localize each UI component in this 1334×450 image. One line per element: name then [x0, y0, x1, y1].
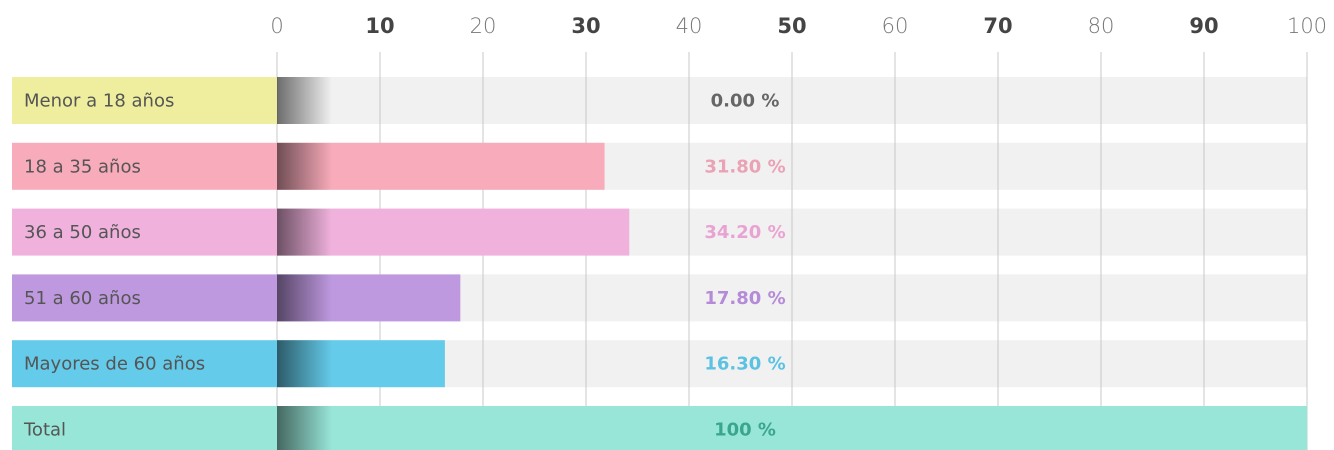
x-tick-label: 10	[365, 14, 394, 38]
x-tick-label: 70	[983, 14, 1012, 38]
category-label: 36 a 50 años	[24, 222, 141, 243]
x-tick-label: 0	[270, 14, 283, 38]
x-tick-label: 50	[777, 14, 806, 38]
category-label: Menor a 18 años	[24, 91, 174, 112]
category-box	[12, 274, 277, 322]
value-label: 0.00 %	[711, 91, 780, 112]
category-box	[12, 142, 277, 190]
shade	[277, 340, 332, 388]
shade	[277, 406, 332, 450]
category-label: Mayores de 60 años	[24, 354, 205, 375]
value-label: 34.20 %	[704, 222, 785, 243]
x-tick-label: 100	[1287, 14, 1327, 38]
shade	[277, 142, 332, 190]
value-label: 16.30 %	[704, 354, 785, 375]
value-label: 17.80 %	[704, 288, 785, 309]
x-tick-label: 90	[1189, 14, 1218, 38]
x-tick-label: 60	[882, 14, 909, 38]
shade	[277, 274, 332, 322]
category-box	[12, 406, 277, 450]
bars	[12, 77, 1307, 450]
x-tick-label: 30	[571, 14, 600, 38]
x-tick-label: 20	[470, 14, 497, 38]
bar	[277, 208, 630, 256]
category-box	[12, 340, 277, 388]
category-label: 18 a 35 años	[24, 156, 141, 177]
shade	[277, 77, 332, 124]
category-label: Total	[23, 420, 66, 441]
value-label: 31.80 %	[704, 156, 785, 177]
labels: 0 10 20 30 40 50 60 70 80 90 100 Menor a 18 años 0.0…	[23, 14, 1327, 441]
category-label: 51 a 60 años	[24, 288, 141, 309]
x-tick-label: 80	[1088, 14, 1115, 38]
category-box	[12, 208, 277, 256]
value-label: 100 %	[714, 420, 776, 441]
shade	[277, 208, 332, 256]
bar	[277, 406, 1307, 450]
category-box	[12, 77, 277, 124]
x-tick-label: 40	[676, 14, 703, 38]
